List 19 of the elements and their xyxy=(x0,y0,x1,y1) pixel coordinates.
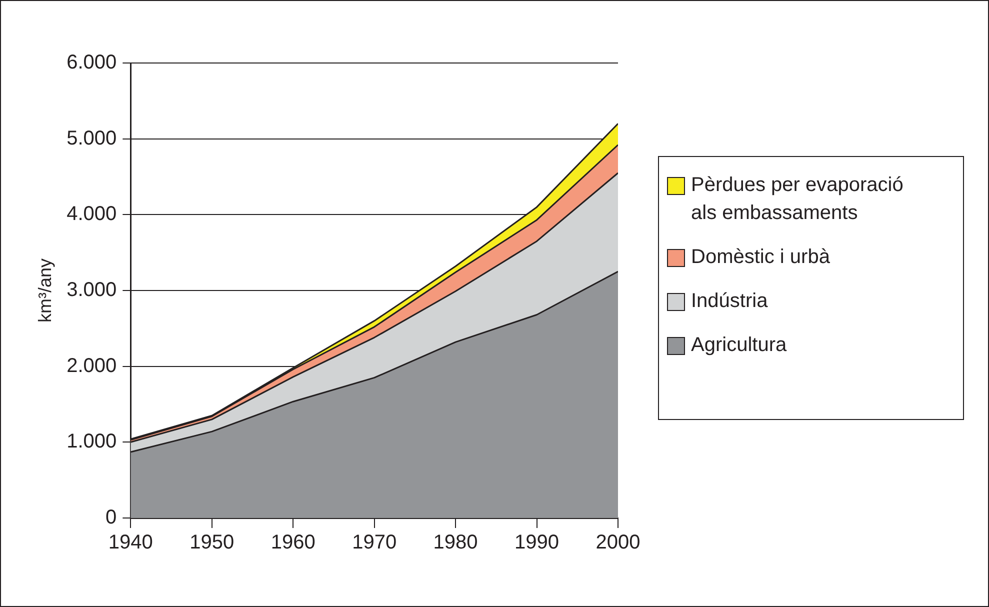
x-tick-label: 1960 xyxy=(270,532,316,554)
y-tick-label: 4.000 xyxy=(66,203,117,226)
legend-label: Agricultura xyxy=(691,333,788,358)
y-tick-label: 3.000 xyxy=(66,279,117,302)
x-tick-label: 1950 xyxy=(190,532,234,554)
x-tick-label: 1940 xyxy=(108,532,153,554)
legend-label: Domèstic i urbà xyxy=(691,245,831,270)
y-tick-label: 6.000 xyxy=(66,52,117,74)
y-tick-label: 2.000 xyxy=(66,354,117,377)
y-axis-title: km³/any xyxy=(34,258,55,323)
y-tick-label: 0 xyxy=(106,506,117,529)
y-tick-label: 5.000 xyxy=(66,127,117,150)
legend-label: Indústria xyxy=(691,289,769,314)
y-tick-label: 1.000 xyxy=(66,430,117,453)
x-tick-label: 1980 xyxy=(433,532,478,554)
x-tick-label: 1970 xyxy=(352,532,397,554)
x-tick-label: 1990 xyxy=(514,532,560,554)
legend-label: Pèrdues per evaporació als embassaments xyxy=(691,173,904,226)
x-tick-label: 2000 xyxy=(596,532,640,554)
